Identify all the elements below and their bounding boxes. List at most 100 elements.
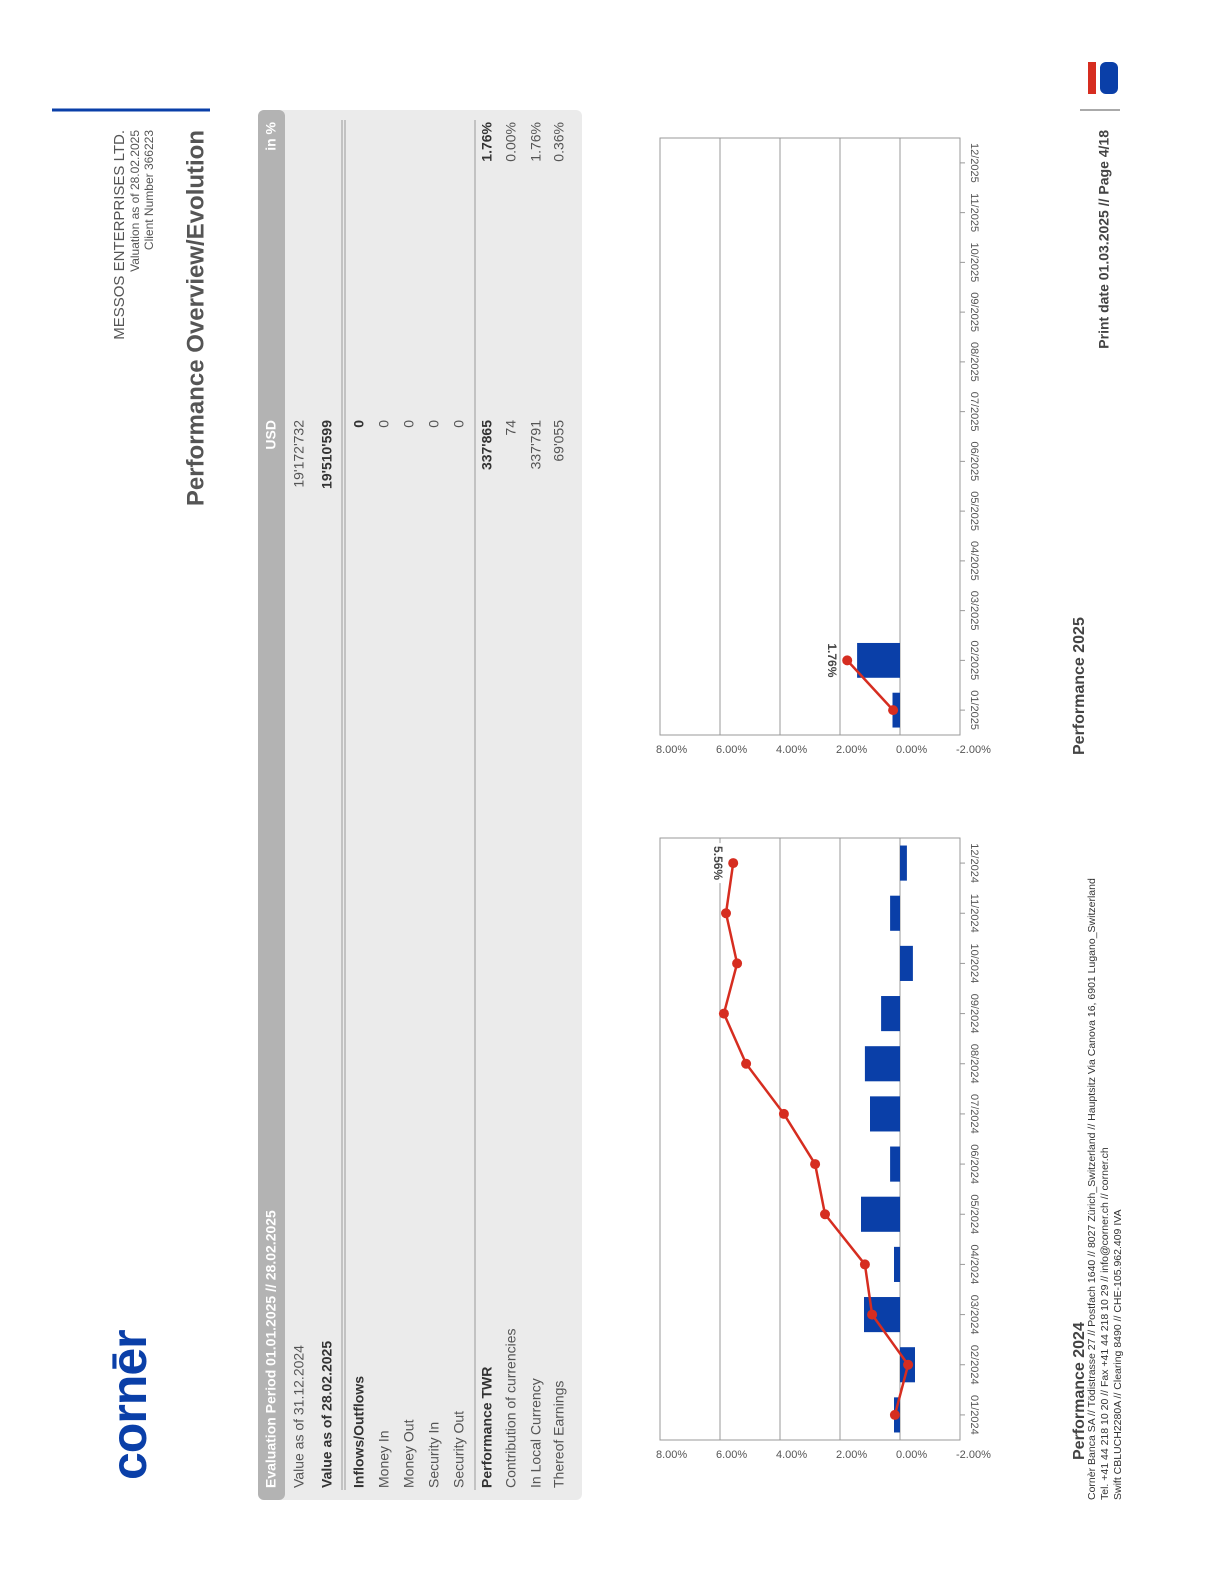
bar [890,1146,900,1182]
bar [881,996,900,1032]
x-tick-label: 06/2024 [968,1144,980,1184]
y-tick-label: 8.00% [656,744,687,756]
bar [894,1246,900,1282]
x-tick-label: 06/2025 [968,441,980,481]
line-point [718,1008,729,1019]
x-tick-label: 12/2025 [968,143,980,183]
header-unit: in % [263,121,279,150]
line-point [867,1309,878,1320]
y-tick-label: 0.00% [896,1449,927,1461]
row-label: Money In [376,1430,392,1488]
bar [870,1096,900,1132]
x-tick-label: 07/2025 [968,392,980,432]
bar [861,1196,900,1232]
x-tick-label: 08/2025 [968,342,980,382]
x-tick-label: 08/2024 [968,1044,980,1084]
y-tick-label: 0.00% [896,744,927,756]
page-title: Performance Overview/Evolution [182,130,209,506]
y-tick-label: 6.00% [716,1449,747,1461]
row-usd: 69'055 [551,420,567,462]
line-point [728,858,739,869]
line-point [820,1209,830,1220]
x-tick-label: 11/2024 [968,894,980,933]
row-label: Value as of 28.02.2025 [319,1341,335,1488]
row-usd: 0 [351,420,367,428]
x-tick-label: 05/2024 [968,1194,980,1234]
row-label: Contribution of currencies [503,1328,519,1488]
row-usd: 19'510'599 [319,420,335,489]
y-tick-label: 2.00% [836,744,867,756]
bar [900,945,913,981]
line-point [889,1409,900,1420]
table-header-bg [258,110,285,1500]
x-tick-label: 05/2025 [968,491,980,531]
label-bg [710,843,725,884]
footer-line: Cornèr Banca SA // Tödistrasse 27 // Pos… [1086,878,1098,1500]
bar [864,1046,901,1082]
data-label: 5.56% [711,846,725,880]
line-point [888,705,899,716]
line-point [859,1259,870,1270]
row-usd: 0 [426,420,442,428]
chart-title: Performance 2025 [1071,617,1088,755]
plot-frame [659,837,961,1441]
line [722,862,910,1416]
footer-logo-red [1088,62,1096,94]
row-pct: 0.00% [503,122,519,162]
x-tick-label: 04/2024 [968,1245,980,1285]
row-label: In Local Currency [528,1378,544,1488]
bar [857,642,900,678]
row-usd: 0 [401,420,417,428]
line-point [903,1359,914,1370]
header-period: Evaluation Period 01.01.2025 // 28.02.20… [263,1210,279,1488]
client-number: Client Number 366223 [142,130,156,250]
y-tick-label: 4.00% [776,1449,807,1461]
y-tick-label: 8.00% [656,1449,687,1461]
row-usd: 0 [451,420,467,428]
y-tick-label: 6.00% [716,744,747,756]
footer-line: Swift CBLUCH2280A // Clearing 8490 // CH… [1112,1210,1124,1500]
plot-frame [659,137,961,736]
row-usd: 337'791 [528,420,544,470]
x-tick-label: 10/2024 [968,944,980,984]
line-point [778,1108,789,1119]
x-tick-label: 11/2025 [968,193,980,232]
row-label: Thereof Earnings [551,1381,567,1488]
x-tick-label: 01/2025 [968,690,980,730]
chart-title: Performance 2024 [1071,1322,1088,1460]
row-pct: 0.36% [551,122,567,162]
line-point [741,1058,752,1069]
y-tick-label: 2.00% [836,1449,867,1461]
line-point [842,655,853,666]
row-label: Security In [426,1422,442,1488]
y-tick-label: -2.00% [956,744,991,756]
x-tick-label: 03/2025 [968,591,980,631]
x-tick-label: 09/2024 [968,994,980,1034]
line-point [721,908,731,919]
x-tick-label: 02/2024 [968,1345,980,1385]
line [846,659,895,711]
row-label: Value as of 31.12.2024 [291,1345,307,1488]
y-tick-label: 4.00% [776,744,807,756]
client-valuation: Valuation as of 28.02.2025 [128,130,142,272]
x-tick-label: 07/2024 [968,1094,980,1134]
footer-line: Tel. +41 44 218 10 20 // Fax +41 44 218 … [1099,1147,1111,1500]
row-usd: 74 [503,420,519,436]
row-usd: 337'865 [479,420,495,470]
bar [890,895,900,931]
row-label: Inflows/Outflows [351,1376,367,1488]
x-tick-label: 10/2025 [968,242,980,282]
client-name: MESSOS ENTERPRISES LTD. [111,130,128,340]
row-label: Security Out [451,1411,467,1488]
logo: cornēr [101,1330,157,1480]
line-point [732,958,743,969]
x-tick-label: 12/2024 [968,843,980,883]
data-label: 1.76% [825,643,839,677]
y-tick-label: -2.00% [956,1449,991,1461]
bar [900,845,907,881]
row-label: Money Out [401,1419,417,1488]
x-tick-label: 03/2024 [968,1295,980,1335]
